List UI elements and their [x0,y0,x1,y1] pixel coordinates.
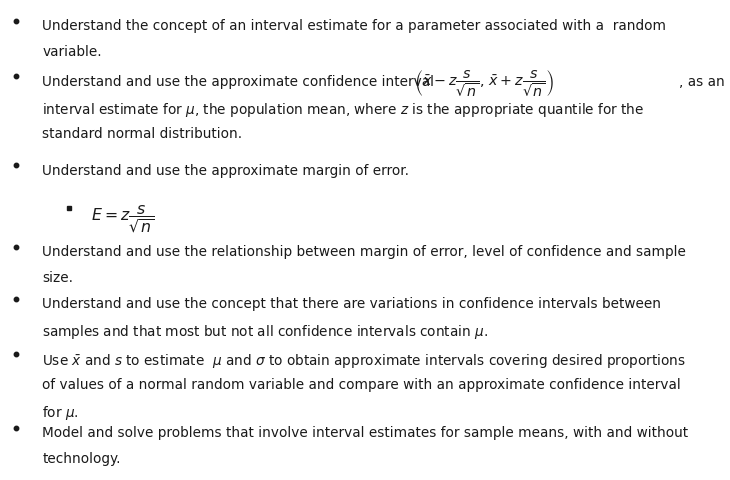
Text: for $\mu$.: for $\mu$. [42,403,79,421]
Text: $E = z\dfrac{s}{\sqrt{n}}$: $E = z\dfrac{s}{\sqrt{n}}$ [91,204,155,235]
Text: Understand and use the relationship between margin of error, level of confidence: Understand and use the relationship betw… [42,245,686,259]
Text: Understand and use the concept that there are variations in confidence intervals: Understand and use the concept that ther… [42,297,661,311]
Text: Understand and use the approximate confidence interval: Understand and use the approximate confi… [42,74,439,88]
Text: samples and that most but not all confidence intervals contain $\mu$.: samples and that most but not all confid… [42,323,488,340]
Text: variable.: variable. [42,45,102,59]
Text: Use $\bar{x}$ and $s$ to estimate  $\mu$ and $\sigma$ to obtain approximate inte: Use $\bar{x}$ and $s$ to estimate $\mu$ … [42,351,686,369]
Text: size.: size. [42,271,73,285]
Text: Understand and use the approximate margin of error.: Understand and use the approximate margi… [42,163,410,177]
Text: interval estimate for $\mu$, the population mean, where $z$ is the appropriate q: interval estimate for $\mu$, the populat… [42,100,645,118]
Text: standard normal distribution.: standard normal distribution. [42,126,242,140]
Text: of values of a normal random variable and compare with an approximate confidence: of values of a normal random variable an… [42,377,681,391]
Text: Understand the concept of an interval estimate for a parameter associated with a: Understand the concept of an interval es… [42,19,666,33]
Text: Model and solve problems that involve interval estimates for sample means, with : Model and solve problems that involve in… [42,425,688,439]
Text: technology.: technology. [42,451,121,465]
Text: , as an: , as an [679,74,725,88]
Text: $\left(\bar{x} - z\dfrac{s}{\sqrt{n}},\,\bar{x} + z\dfrac{s}{\sqrt{n}}\right)$: $\left(\bar{x} - z\dfrac{s}{\sqrt{n}},\,… [414,69,554,99]
